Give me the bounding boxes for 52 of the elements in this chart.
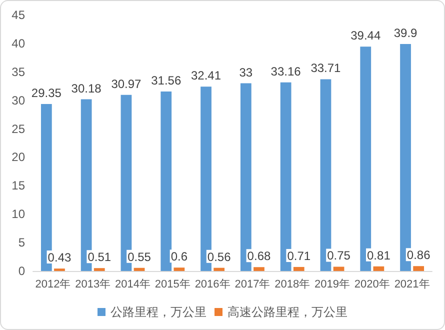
y-tick-label: 45 (12, 8, 26, 22)
x-tick-label: 2016年 (194, 278, 230, 290)
y-tick-label: 30 (12, 93, 26, 108)
x-tick-label: 2018年 (274, 278, 310, 290)
data-label: 0.71 (287, 248, 311, 263)
legend-label: 公路里程，万公里 (110, 305, 206, 319)
bar (94, 268, 105, 271)
x-tick-label: 2015年 (154, 278, 190, 290)
y-tick-label: 5 (18, 236, 26, 250)
bar (174, 268, 185, 271)
data-label: 32.41 (191, 68, 222, 83)
x-tick-label: 2021年 (394, 278, 430, 290)
bar (160, 91, 172, 271)
data-label: 0.75 (327, 248, 351, 263)
bar (333, 266, 344, 271)
data-label: 33.16 (270, 64, 302, 78)
y-tick-label: 15 (12, 178, 26, 193)
data-label: 0.68 (247, 249, 271, 264)
data-label: 0.86 (406, 248, 431, 262)
x-tick-label: 2017年 (234, 278, 270, 290)
y-tick-label: 20 (12, 150, 26, 164)
data-label: 29.35 (31, 86, 62, 100)
data-label: 0.43 (48, 250, 72, 265)
data-label: 39.44 (350, 28, 381, 43)
bar (413, 266, 424, 271)
legend-label: 高速公路里程，万公里 (228, 305, 348, 319)
x-tick-label: 2012年 (35, 278, 71, 290)
bar (254, 267, 264, 271)
data-label: 31.56 (151, 73, 182, 88)
data-label: 33 (239, 65, 253, 80)
bar (214, 268, 225, 271)
bar (373, 266, 384, 271)
data-label: 30.97 (111, 76, 142, 91)
data-label: 0.56 (207, 250, 232, 264)
data-label: 30.18 (71, 81, 102, 96)
y-tick-label: 40 (12, 36, 26, 50)
y-tick-label: 10 (12, 207, 26, 222)
y-tick-label: 25 (12, 122, 26, 136)
x-tick-label: 2014年 (115, 278, 150, 290)
data-label: 0.55 (128, 250, 152, 264)
data-label: 0.6 (170, 250, 188, 264)
x-tick-label: 2019年 (314, 278, 350, 290)
y-tick-label: 0 (18, 264, 26, 278)
data-label: 0.81 (367, 248, 391, 262)
data-label: 0.51 (88, 250, 112, 264)
data-label: 39.9 (394, 26, 418, 40)
x-tick-label: 2013年 (75, 278, 111, 290)
bar (293, 266, 304, 271)
data-label: 33.71 (310, 61, 342, 76)
y-tick-label: 35 (12, 64, 26, 79)
bar (134, 268, 145, 271)
x-tick-label: 2020年 (354, 278, 390, 290)
